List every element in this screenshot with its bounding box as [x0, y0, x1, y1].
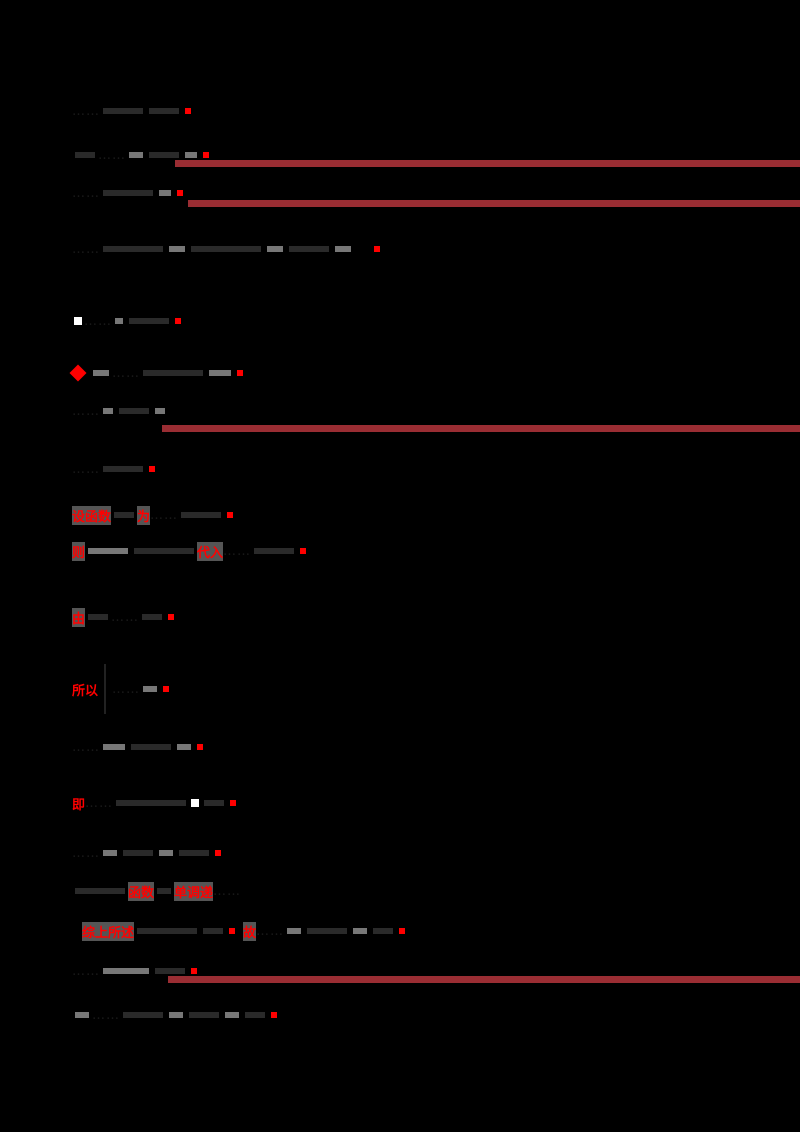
formula-line-10: 则代入……	[72, 540, 307, 562]
end-marker	[175, 318, 181, 324]
end-marker	[191, 968, 197, 974]
formula-line-16: 函数 单调递……	[72, 880, 241, 902]
formula-line-12: 所以……	[72, 664, 170, 714]
formula-line-11: 由……	[72, 606, 175, 628]
formula-line-18: ……	[72, 960, 197, 982]
end-marker	[197, 744, 203, 750]
formula-line-7: ……	[72, 400, 168, 422]
end-marker	[374, 246, 380, 252]
end-marker	[229, 928, 236, 934]
formula-line-8: ……	[72, 458, 155, 480]
formula-line-5: ……	[72, 310, 181, 332]
formula-line-14: 即……	[72, 792, 237, 814]
answer-blank-rule	[188, 200, 800, 207]
end-marker	[215, 850, 221, 856]
end-marker	[185, 108, 191, 114]
formula-line-13: ……	[72, 736, 203, 758]
formula-line-3: ……	[72, 182, 183, 204]
formula-line-19: ……	[72, 1004, 277, 1026]
end-marker	[399, 928, 406, 934]
formula-line-4: ……	[72, 238, 380, 260]
formula-line-6: ……	[69, 362, 243, 384]
end-marker	[168, 614, 175, 620]
answer-blank-rule	[175, 160, 800, 167]
end-marker	[230, 800, 237, 806]
formula-line-1: ……	[72, 100, 191, 122]
end-marker	[227, 512, 234, 518]
formula-line-2: ……	[72, 144, 209, 166]
end-marker	[149, 466, 155, 472]
end-marker	[300, 548, 307, 554]
formula-line-17: 综上所述故……	[82, 920, 406, 942]
answer-blank-rule	[162, 425, 800, 432]
end-marker	[203, 152, 209, 158]
diamond-marker-icon	[69, 364, 87, 382]
brace-icon	[104, 664, 107, 714]
end-marker	[271, 1012, 277, 1018]
formula-line-15: ……	[72, 842, 221, 864]
end-marker	[177, 190, 183, 196]
end-marker	[237, 370, 243, 376]
end-marker	[163, 686, 170, 692]
answer-blank-rule	[168, 976, 800, 983]
formula-line-9: 设函数为……	[72, 504, 234, 526]
